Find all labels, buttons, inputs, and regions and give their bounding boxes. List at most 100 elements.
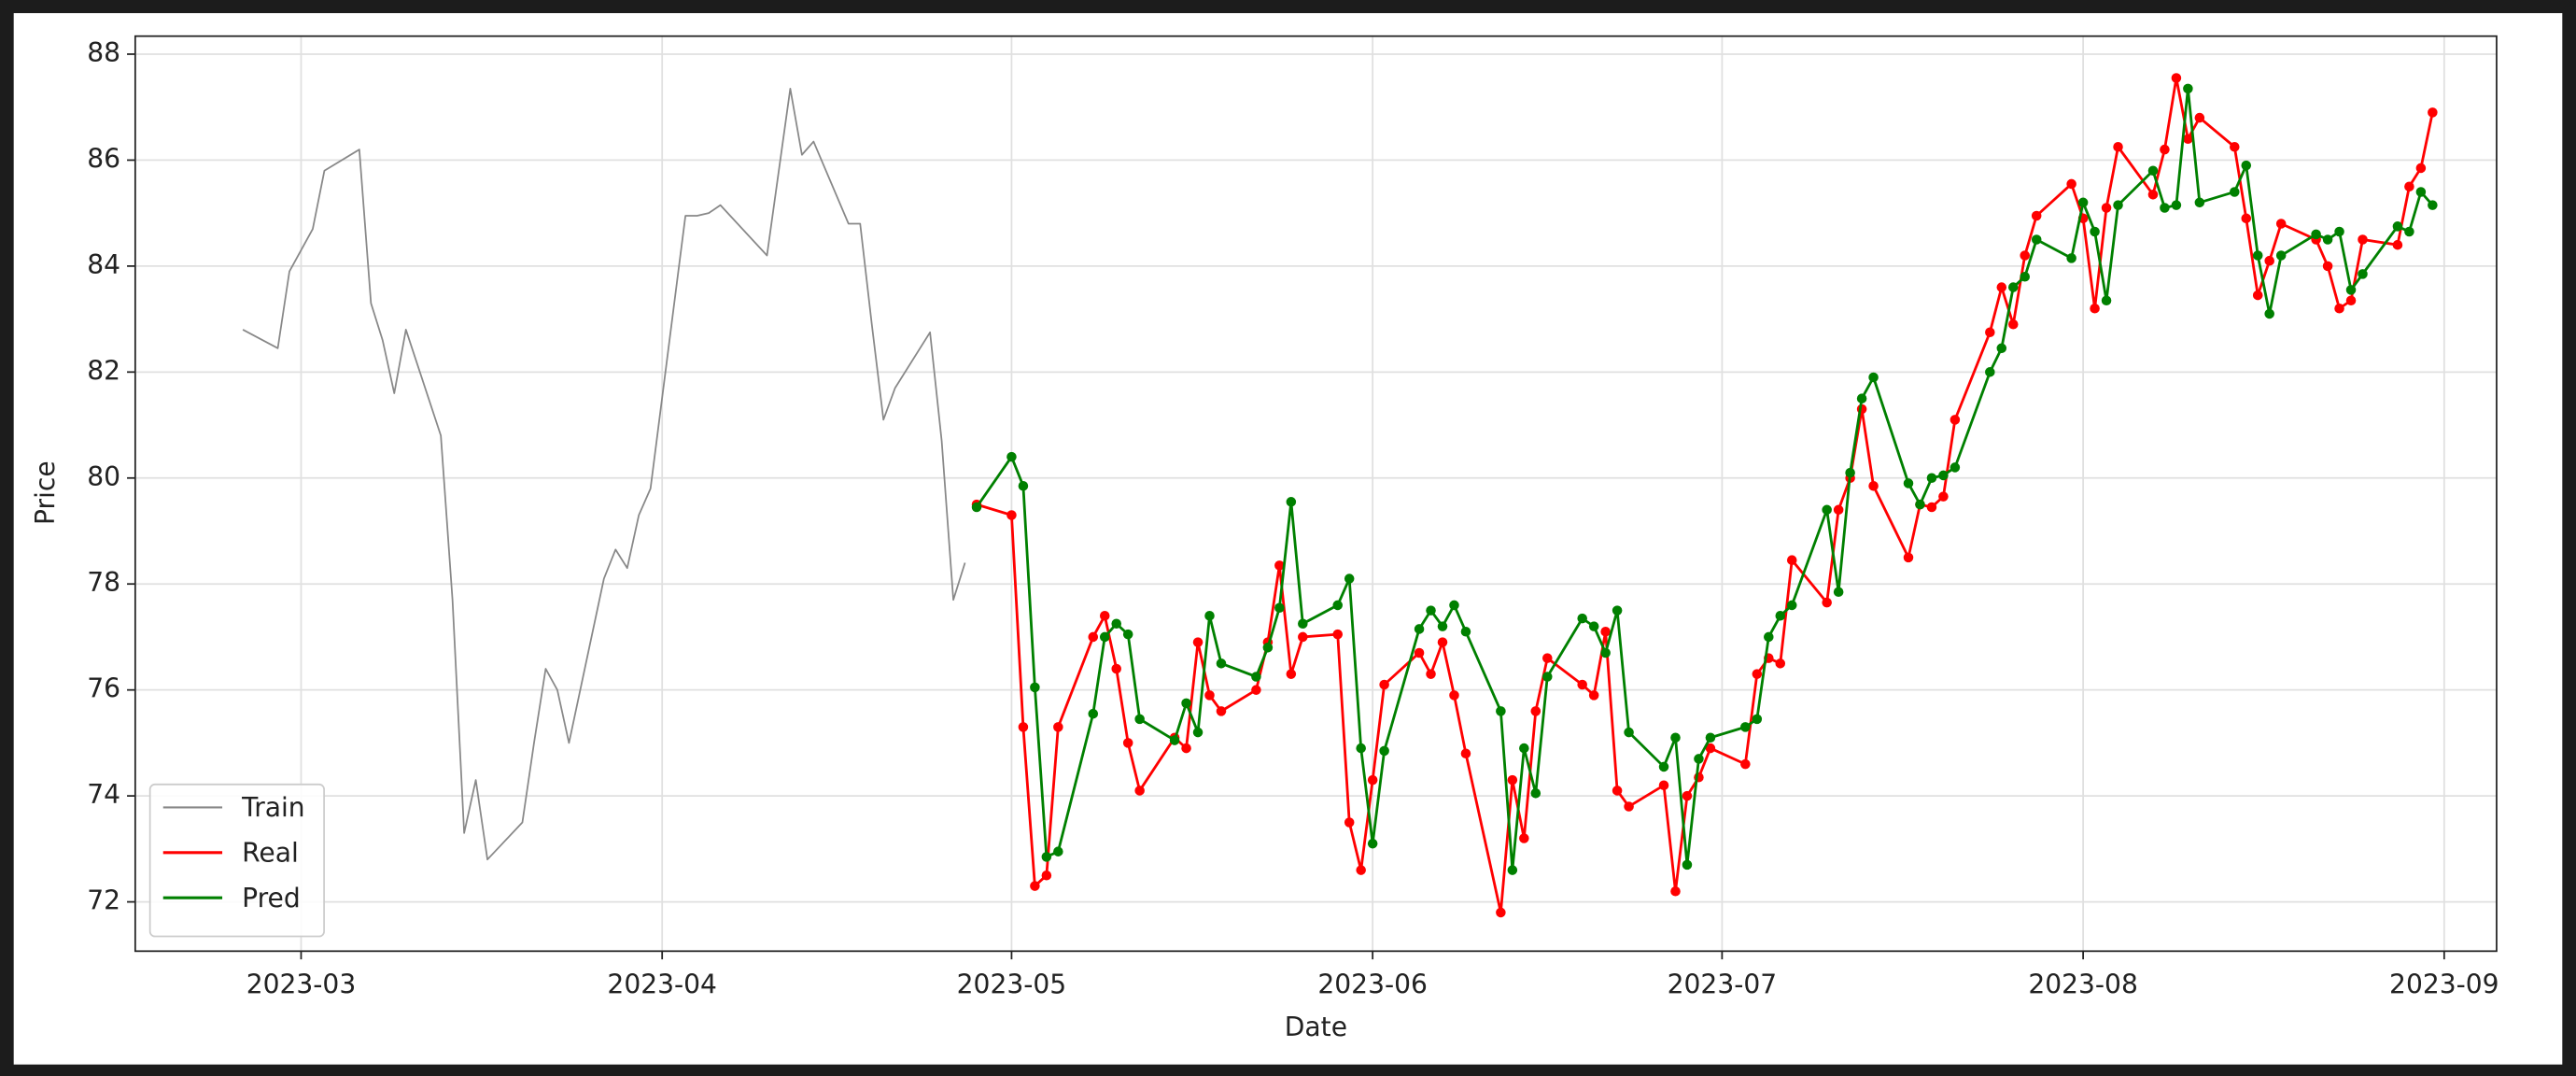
data-point: [1053, 722, 1063, 732]
data-point: [2392, 221, 2403, 232]
data-point: [1996, 343, 2007, 354]
data-point: [1030, 682, 1040, 693]
data-point: [1460, 627, 1471, 637]
y-tick-label: 76: [87, 673, 120, 704]
data-point: [2090, 303, 2100, 314]
data-point: [1682, 859, 1693, 871]
data-point: [2007, 282, 2019, 292]
y-tick-label: 72: [87, 885, 120, 916]
data-point: [1286, 497, 1297, 507]
data-point: [2334, 226, 2344, 237]
data-point: [2230, 141, 2240, 152]
data-point: [1053, 846, 1063, 857]
data-point: [1379, 745, 1389, 757]
data-point: [1204, 690, 1215, 701]
data-point: [1670, 732, 1681, 743]
data-point: [2428, 107, 2438, 118]
data-point: [1588, 621, 1599, 631]
data-point: [1868, 372, 1879, 383]
data-point: [1088, 708, 1099, 719]
data-point: [1822, 597, 1832, 608]
data-point: [2415, 187, 2427, 197]
data-point: [1274, 560, 1285, 571]
data-point: [1530, 788, 1541, 799]
data-point: [2275, 250, 2287, 261]
data-point: [2077, 197, 2089, 208]
data-point: [1950, 462, 1961, 473]
data-point: [1658, 761, 1669, 772]
data-point: [1122, 629, 1133, 640]
data-point: [1507, 774, 1518, 786]
data-point: [2031, 210, 2042, 221]
data-point: [2415, 163, 2427, 174]
data-point: [1519, 743, 1529, 754]
data-point: [1682, 790, 1693, 801]
data-point: [2194, 112, 2205, 123]
y-axis-label: Price: [30, 460, 61, 525]
data-point: [1367, 774, 1378, 786]
data-point: [2020, 250, 2031, 261]
data-point: [1006, 451, 1017, 462]
data-point: [2101, 203, 2112, 213]
data-point: [1460, 748, 1471, 759]
data-point: [1111, 618, 1121, 630]
data-point: [1903, 478, 1914, 488]
data-point: [1367, 838, 1378, 849]
y-tick-label: 82: [87, 355, 120, 386]
data-point: [1612, 786, 1623, 796]
data-point: [1519, 833, 1529, 843]
data-point: [2160, 144, 2170, 155]
data-point: [1600, 647, 1611, 658]
data-point: [1541, 653, 1553, 663]
data-point: [1530, 706, 1541, 716]
data-point: [1181, 698, 1191, 709]
data-point: [2090, 226, 2100, 237]
data-point: [2147, 190, 2159, 200]
data-point: [1251, 672, 1261, 682]
data-point: [1600, 627, 1611, 637]
data-point: [2428, 200, 2438, 210]
data-point: [1449, 690, 1459, 701]
data-point: [1262, 643, 1274, 653]
data-point: [1099, 610, 1110, 621]
data-point: [1041, 852, 1052, 862]
data-point: [2230, 187, 2240, 197]
data-point: [1216, 658, 1227, 669]
data-point: [1204, 610, 1215, 621]
y-tick-label: 88: [87, 37, 120, 68]
data-point: [1006, 510, 1017, 520]
data-point: [2171, 73, 2182, 83]
data-point: [2171, 200, 2182, 210]
data-point: [1437, 621, 1448, 631]
data-point: [2358, 234, 2368, 245]
data-point: [1670, 885, 1681, 897]
data-point: [1426, 605, 1436, 616]
data-point: [2404, 226, 2414, 237]
data-point: [1134, 714, 1145, 725]
data-point: [2252, 250, 2263, 261]
data-point: [2241, 213, 2252, 224]
data-point: [2194, 197, 2205, 208]
data-point: [2113, 200, 2123, 210]
legend-label: Real: [242, 838, 299, 869]
data-point: [1274, 602, 1285, 614]
x-tick-label: 2023-05: [957, 969, 1067, 999]
data-point: [1856, 393, 1867, 404]
x-tick-label: 2023-03: [246, 969, 357, 999]
data-point: [1694, 754, 1704, 764]
data-point: [1332, 600, 1344, 611]
data-point: [2183, 83, 2193, 94]
data-point: [1938, 491, 1949, 502]
data-point: [971, 502, 982, 513]
data-point: [2241, 160, 2252, 171]
data-point: [1018, 722, 1029, 732]
data-point: [1122, 738, 1133, 748]
data-point: [2147, 165, 2159, 177]
series-line: [975, 87, 2434, 871]
data-point: [2007, 319, 2019, 330]
data-point: [1344, 573, 1355, 584]
data-point: [1251, 685, 1261, 695]
y-tick-label: 74: [87, 779, 120, 810]
data-point: [1985, 367, 1995, 377]
